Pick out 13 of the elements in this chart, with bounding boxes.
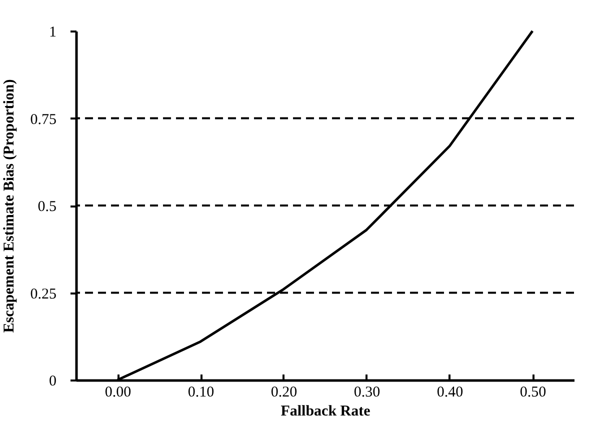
x-tick-label: 0.00 [104,384,132,400]
x-tick-label: 0.40 [436,384,464,400]
y-tick-label: 0.5 [38,199,56,215]
x-tick-label: 0.50 [520,384,546,400]
x-axis-title: Fallback Rate [280,404,371,420]
x-tick-label: 0.10 [188,384,214,400]
y-axis-title: Escapement Estimate Bias (Proportion) [1,79,18,333]
x-tick-label: 0.20 [270,384,298,400]
y-tick-label: 0.25 [30,286,56,302]
y-tick-label: 1 [49,24,56,40]
y-tick-label: 0 [49,374,56,390]
x-tick-label: 0.30 [354,384,380,400]
y-tick-label: 0.75 [30,112,56,128]
